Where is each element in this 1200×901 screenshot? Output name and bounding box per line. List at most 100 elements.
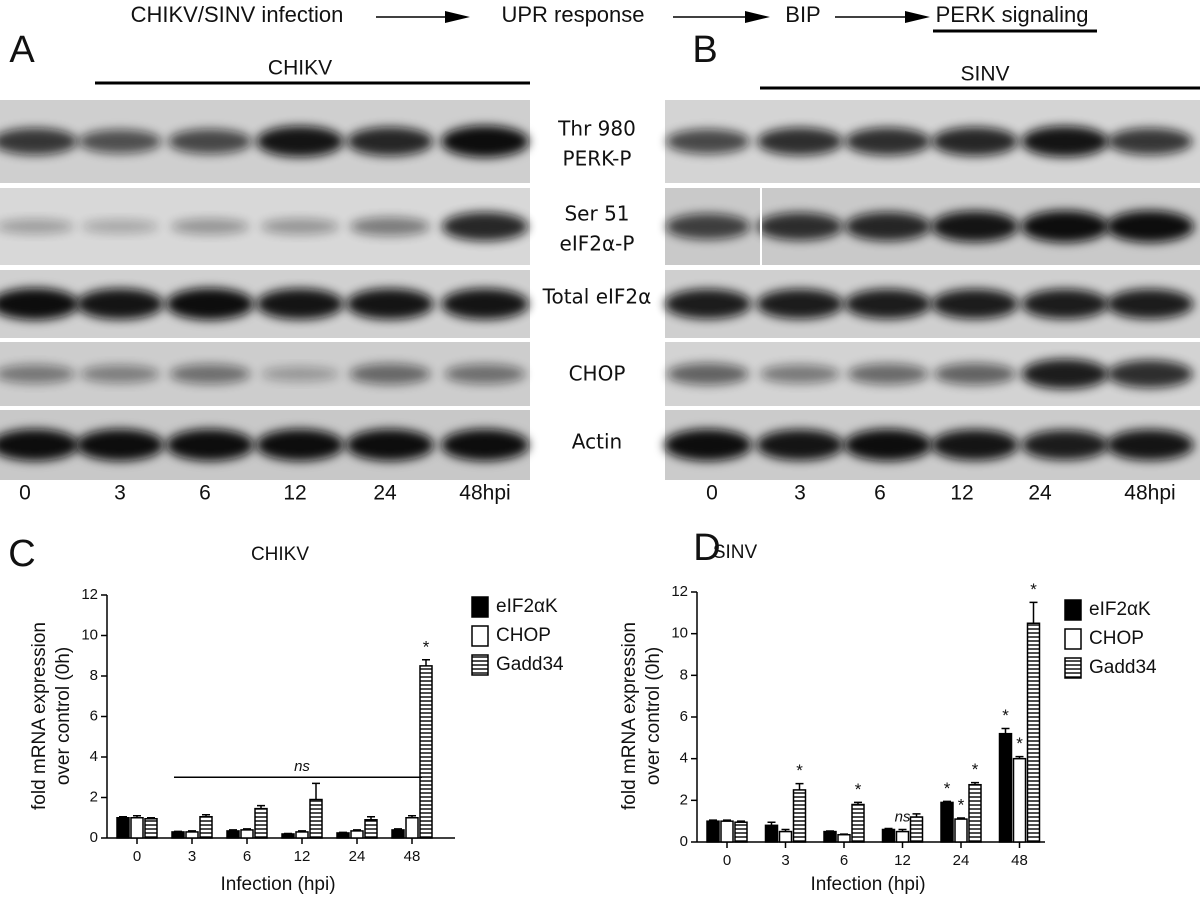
blot-band xyxy=(441,212,529,241)
error-bar xyxy=(709,819,717,822)
bar xyxy=(1026,622,1041,843)
legend-swatch xyxy=(471,625,489,647)
bar xyxy=(954,818,968,843)
error-bar xyxy=(188,830,196,832)
y-axis-label: fold mRNA expression xyxy=(29,622,50,810)
bar xyxy=(405,817,419,839)
blot-band xyxy=(1021,359,1109,389)
blot-band xyxy=(0,288,79,320)
y-tick-label: 8 xyxy=(90,667,98,684)
blot-band xyxy=(934,363,1016,385)
error-bar xyxy=(781,828,790,832)
bar xyxy=(734,821,748,843)
x-tick-label: 3 xyxy=(781,852,789,869)
bar xyxy=(792,789,807,843)
bar xyxy=(391,829,405,839)
bar xyxy=(295,831,309,839)
blot-band xyxy=(666,129,750,154)
annotation: ns xyxy=(294,758,310,775)
error-bar xyxy=(147,817,155,819)
y-tick-label: 4 xyxy=(680,750,688,767)
blot-band xyxy=(261,366,339,382)
y-tick-label: 10 xyxy=(671,625,688,642)
blot-band xyxy=(81,219,159,234)
error-bar xyxy=(826,830,834,832)
bar xyxy=(364,819,378,839)
bar xyxy=(171,831,185,839)
error-bar xyxy=(202,813,210,817)
bar xyxy=(144,818,158,839)
blot-label: Ser 51 xyxy=(564,202,629,226)
legend-swatch xyxy=(1064,657,1082,679)
blot-band xyxy=(441,125,529,158)
bar xyxy=(881,828,896,843)
lane-label: 12 xyxy=(283,482,306,505)
blot-band xyxy=(256,288,344,320)
blot-band xyxy=(756,429,844,461)
blot-band xyxy=(1106,429,1194,461)
error-bar xyxy=(767,821,776,826)
legend-swatch xyxy=(471,596,489,618)
error-bar xyxy=(957,817,965,820)
error-bar xyxy=(1015,755,1024,759)
blot-band xyxy=(168,129,252,154)
blot-band xyxy=(441,429,529,461)
significance-label: * xyxy=(1002,706,1009,725)
blot-label: eIF2α-P xyxy=(560,232,635,256)
error-bar xyxy=(723,819,731,822)
significance-label: * xyxy=(1030,580,1037,599)
blot-band xyxy=(665,213,751,240)
blot-band xyxy=(1106,289,1194,319)
lane-label: 0 xyxy=(706,482,718,505)
bar xyxy=(281,833,295,839)
y-tick-label: 10 xyxy=(81,626,98,643)
blot-label: Thr 980 xyxy=(557,117,636,141)
legend-label: Gadd34 xyxy=(496,654,564,675)
y-tick-label: 12 xyxy=(81,586,98,603)
bar xyxy=(199,815,213,839)
error-bar xyxy=(1001,727,1010,734)
x-tick-label: 0 xyxy=(133,848,141,865)
error-bar xyxy=(795,782,804,790)
blot-band xyxy=(166,429,254,461)
error-bar xyxy=(243,828,251,830)
blot-band xyxy=(256,429,344,461)
error-bar xyxy=(133,814,141,818)
chart-title: SINV xyxy=(713,542,758,563)
legend-label: CHOP xyxy=(496,625,551,646)
lane-label: 48hpi xyxy=(459,482,510,505)
significance-label: * xyxy=(855,780,862,799)
error-bar xyxy=(884,827,893,830)
virus-label: SINV xyxy=(960,63,1009,86)
y-tick-label: 2 xyxy=(90,788,98,805)
error-bar xyxy=(339,831,347,834)
blot-band xyxy=(759,364,841,384)
blot-band xyxy=(76,288,164,320)
panel-letter: D xyxy=(693,527,720,569)
legend-label: Gadd34 xyxy=(1089,657,1157,678)
blot-band xyxy=(844,289,932,319)
blot-band xyxy=(346,429,434,461)
legend-label: eIF2αK xyxy=(496,596,558,617)
blot-label: Actin xyxy=(572,430,622,454)
y-axis-label: over control (0h) xyxy=(643,647,664,785)
error-bar xyxy=(737,820,745,823)
error-bar xyxy=(840,833,848,835)
blot-band xyxy=(80,365,160,383)
blot-band xyxy=(847,363,929,385)
x-tick-label: 12 xyxy=(294,848,311,865)
blot-band xyxy=(1107,360,1193,388)
x-tick-label: 48 xyxy=(404,848,421,865)
blot-band xyxy=(260,218,340,235)
blot-band xyxy=(78,129,162,154)
blot-band xyxy=(441,288,529,320)
bar xyxy=(336,832,350,839)
legend-swatch xyxy=(1064,599,1082,621)
blot-band xyxy=(0,364,76,384)
bar xyxy=(837,833,851,843)
lane-label: 3 xyxy=(794,482,806,505)
bar xyxy=(968,783,982,843)
significance-label: ns xyxy=(895,808,911,825)
lane-label: 12 xyxy=(950,482,973,505)
